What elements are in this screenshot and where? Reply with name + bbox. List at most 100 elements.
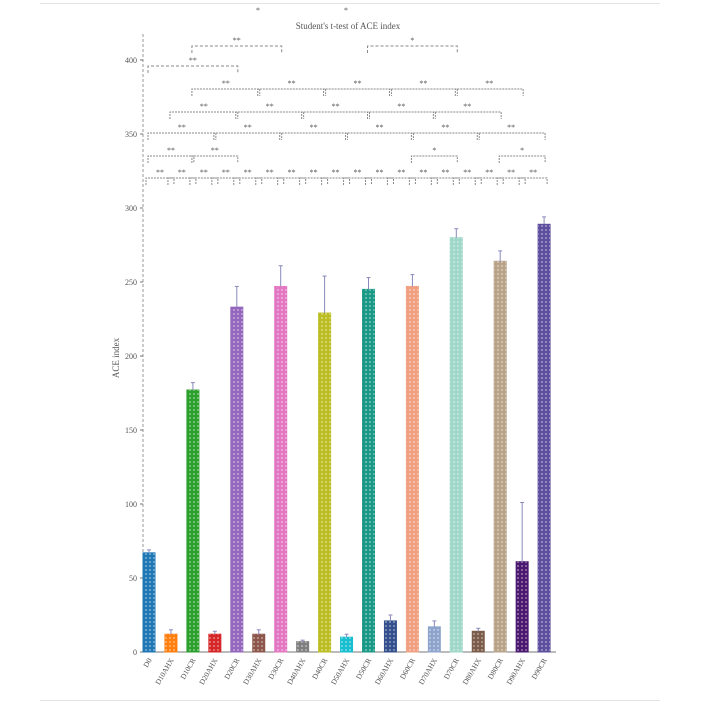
y-tick-label: 400 [125,56,137,65]
x-tick-label: D40CR [310,657,329,681]
significance-bracket [452,177,482,185]
significance-label: ** [332,168,340,177]
significance-label: * [432,146,436,155]
bar-pattern [362,289,375,652]
significance-label: ** [288,168,296,177]
significance-bracket [408,177,438,185]
significance-label: ** [178,123,186,132]
significance-bracket [147,132,217,140]
significance-label: ** [507,123,515,132]
significance-label: ** [375,168,383,177]
significance-label: ** [244,123,252,132]
significance-bracket [277,177,307,185]
chart-title: Student's t-test of ACE index [296,21,401,31]
bar-pattern [516,561,529,652]
significance-bracket [343,177,372,185]
significance-label: ** [441,168,449,177]
x-tick-label: D50CR [354,657,373,681]
significance-bracket [474,177,504,185]
bar-pattern [186,390,199,652]
significance-bracket [189,177,219,185]
significance-label: ** [485,168,493,177]
bar-pattern [428,626,441,652]
significance-label: ** [178,168,186,177]
significance-label: ** [507,168,515,177]
significance-label: ** [485,79,493,88]
y-tick-label: 150 [125,426,137,435]
significance-bracket [279,132,349,140]
significance-label: ** [463,168,471,177]
significance-bracket [498,155,546,163]
top-divider [40,3,660,4]
significance-bracket [323,88,392,96]
y-tick-label: 100 [125,500,137,509]
significance-bracket [147,65,239,73]
significance-bracket [235,111,305,119]
significance-bracket [147,155,195,163]
significance-bracket [191,45,283,53]
significance-label: * [410,36,414,45]
y-tick-label: 0 [133,648,137,657]
significance-label: ** [222,168,230,177]
x-tick-label: D10AHX [153,656,176,686]
significance-bracket [145,177,175,185]
significance-bracket [518,177,548,185]
significance-bracket [167,177,197,185]
x-tick-label: D60CR [398,657,417,681]
significance-bracket [367,45,458,53]
x-tick-label: D20AHX [197,656,220,686]
bar-pattern [164,634,177,652]
x-tick-label: D40AHX [285,656,308,686]
significance-bracket [345,132,414,140]
y-tick-label: 250 [125,278,137,287]
significance-bracket [211,177,241,185]
significance-label: * [520,146,524,155]
significance-bracket [367,111,436,119]
x-tick-label: D90CR [530,657,549,681]
significance-label: ** [375,123,383,132]
significance-label: ** [156,168,164,177]
significance-label: ** [354,79,362,88]
bottom-divider [40,700,660,701]
x-tick-label: D80AHX [461,656,484,686]
significance-bracket [432,111,502,119]
x-tick-label: D10CR [178,657,197,681]
x-tick-label: D70CR [442,657,461,681]
bar-pattern [230,307,243,652]
significance-label: ** [189,56,197,65]
significance-label: ** [222,79,230,88]
y-tick-label: 200 [125,352,137,361]
significance-label: ** [397,102,405,111]
significance-bracket [213,132,283,140]
significance-bracket [430,177,460,185]
significance-bracket [299,177,329,185]
significance-label: ** [463,102,471,111]
x-tick-label: D90AHX [505,656,528,686]
significance-label: ** [211,146,219,155]
y-axis-label: ACE index [111,337,121,378]
significance-label: ** [233,36,241,45]
significance-label: ** [200,102,208,111]
bar-pattern [340,637,353,652]
significance-bracket [321,177,351,185]
significance-label: ** [310,123,318,132]
significance-label: ** [200,168,208,177]
y-tick-label: 50 [129,574,137,583]
significance-bracket [191,88,261,96]
significance-label: ** [332,102,340,111]
stray-mark: * [256,6,260,15]
significance-bracket [169,111,239,119]
significance-bracket [191,155,239,163]
stray-mark: * [344,6,348,15]
bar-pattern [296,641,309,652]
significance-label: ** [397,168,405,177]
x-tick-label: D60AHX [373,656,396,686]
significance-bracket [410,132,480,140]
significance-bracket [257,88,327,96]
significance-bracket [365,177,394,185]
bar-pattern [208,634,221,652]
bar-pattern [318,313,331,652]
bar-pattern [384,620,397,652]
significance-label: ** [167,146,175,155]
